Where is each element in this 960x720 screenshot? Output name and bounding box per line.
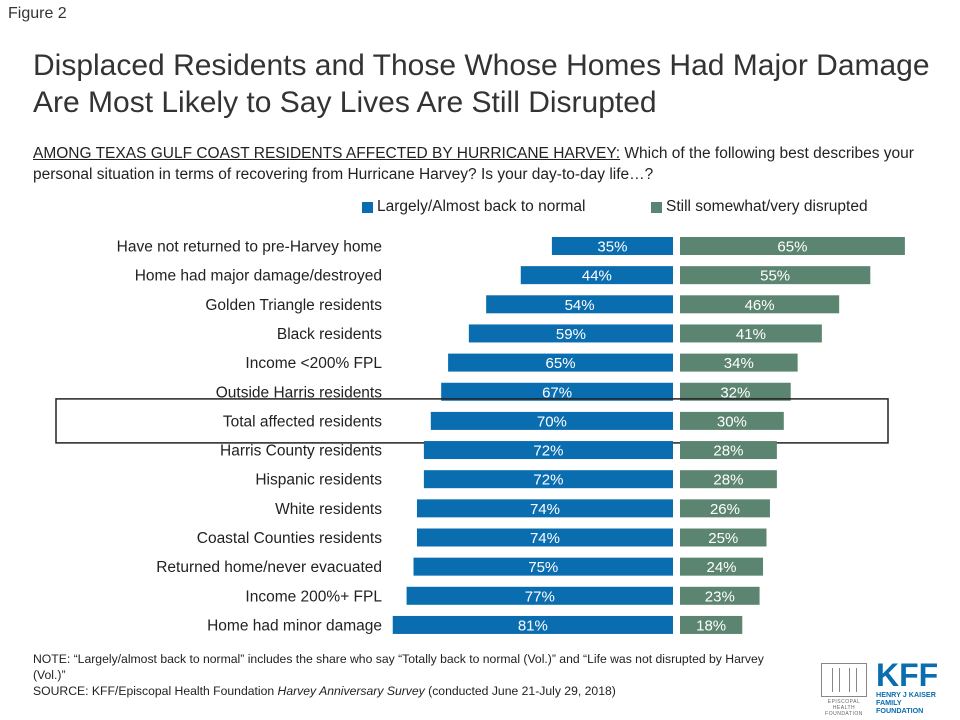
subtitle-underlined: AMONG TEXAS GULF COAST RESIDENTS AFFECTE…: [33, 145, 621, 162]
source-prefix: SOURCE: KFF/Episcopal Health Foundation: [33, 684, 278, 698]
bar-disrupted: [680, 382, 791, 401]
ehf-mark-icon: [821, 663, 867, 697]
bar-disrupted: [680, 470, 777, 489]
legend-swatch-disrupted: [651, 201, 662, 213]
bar-normal: [520, 266, 673, 285]
category-label: Returned home/never evacuated: [156, 559, 382, 576]
value-label-disrupted: 25%: [708, 530, 738, 547]
kff-wordmark: KFF: [876, 657, 939, 693]
category-label: Outside Harris residents: [216, 384, 383, 401]
value-label-normal: 81%: [518, 617, 548, 634]
bar-disrupted: [680, 295, 840, 314]
source-suffix: (conducted June 21-July 29, 2018): [424, 684, 616, 698]
chart-note: NOTE: “Largely/almost back to normal” in…: [33, 651, 793, 699]
bar-normal: [423, 441, 673, 460]
value-label-disrupted: 30%: [717, 413, 747, 430]
value-label-disrupted: 23%: [705, 588, 735, 605]
category-label: Home had minor damage: [207, 617, 382, 634]
bar-disrupted: [680, 441, 777, 460]
note-text: NOTE: “Largely/almost back to normal” in…: [33, 652, 764, 682]
chart-title: Displaced Residents and Those Whose Home…: [33, 49, 930, 119]
figure-label: Figure 2: [8, 5, 67, 22]
category-label: Income <200% FPL: [245, 355, 382, 372]
bar-normal: [413, 557, 673, 576]
bar-normal: [441, 382, 673, 401]
bar-disrupted: [680, 266, 871, 285]
source-text: SOURCE: KFF/Episcopal Health Foundation …: [33, 683, 793, 699]
legend-label-normal: Largely/Almost back to normal: [377, 198, 586, 215]
value-label-normal: 35%: [597, 239, 627, 256]
value-label-disrupted: 65%: [777, 239, 807, 256]
source-survey-name: Harvey Anniversary Survey: [277, 684, 425, 698]
kff-name-line1: HENRY J KAISER: [876, 690, 936, 699]
value-label-normal: 70%: [537, 413, 567, 430]
bar-normal: [448, 353, 673, 372]
kff-logo: KFF HENRY J KAISER FAMILY FOUNDATION: [876, 659, 948, 715]
bar-normal: [406, 586, 673, 605]
bar-disrupted: [680, 528, 767, 547]
legend-item-disrupted: Still somewhat/very disrupted: [651, 198, 868, 216]
value-label-disrupted: 34%: [724, 355, 754, 372]
episcopal-health-foundation-logo: EPISCOPAL HEALTH FOUNDATION: [816, 663, 872, 717]
value-label-normal: 54%: [565, 297, 595, 314]
category-label: White residents: [275, 501, 382, 518]
bar-normal: [551, 237, 673, 255]
category-label: Black residents: [277, 326, 382, 343]
value-label-disrupted: 28%: [713, 443, 743, 460]
bar-disrupted: [680, 586, 760, 605]
bar-disrupted: [680, 237, 905, 255]
value-label-normal: 74%: [530, 501, 560, 518]
value-label-normal: 77%: [525, 588, 555, 605]
value-label-normal: 75%: [528, 559, 558, 576]
bar-disrupted: [680, 615, 743, 634]
value-label-disrupted: 24%: [707, 559, 737, 576]
value-label-normal: 59%: [556, 326, 586, 343]
bar-disrupted: [680, 411, 784, 430]
value-label-disrupted: 55%: [760, 268, 790, 285]
subtitle-question: Which of the following best describes yo…: [33, 145, 914, 183]
bar-disrupted: [680, 557, 764, 576]
value-label-disrupted: 26%: [710, 501, 740, 518]
bar-normal: [416, 499, 673, 518]
legend-swatch-normal: [362, 201, 373, 213]
value-label-disrupted: 28%: [713, 472, 743, 489]
bar-disrupted: [680, 499, 770, 518]
bar-disrupted: [680, 324, 822, 343]
value-label-disrupted: 46%: [745, 297, 775, 314]
chart-subtitle: AMONG TEXAS GULF COAST RESIDENTS AFFECTE…: [33, 143, 933, 185]
value-label-disrupted: 41%: [736, 326, 766, 343]
category-label: Income 200%+ FPL: [245, 588, 382, 605]
ehf-text: EPISCOPAL HEALTH FOUNDATION: [825, 699, 863, 717]
value-label-normal: 74%: [530, 530, 560, 547]
category-label: Harris County residents: [220, 443, 382, 460]
bar-disrupted: [680, 353, 798, 372]
legend-item-normal: Largely/Almost back to normal: [362, 198, 585, 216]
value-label-normal: 72%: [533, 443, 563, 460]
bar-normal: [430, 411, 673, 430]
value-label-normal: 65%: [546, 355, 576, 372]
category-label: Have not returned to pre-Harvey home: [117, 239, 382, 256]
value-label-normal: 67%: [542, 384, 572, 401]
kff-name-line2: FAMILY FOUNDATION: [876, 698, 924, 715]
bar-normal: [423, 470, 673, 489]
bar-normal: [486, 295, 673, 314]
value-label-disrupted: 18%: [696, 617, 726, 634]
category-label: Home had major damage/destroyed: [135, 268, 382, 285]
value-label-normal: 72%: [533, 472, 563, 489]
bar-normal: [392, 615, 673, 634]
category-label: Hispanic residents: [255, 472, 382, 489]
bar-normal: [416, 528, 673, 547]
category-label: Golden Triangle residents: [205, 297, 382, 314]
category-label: Coastal Counties residents: [197, 530, 382, 547]
category-label: Total affected residents: [223, 413, 382, 430]
value-label-normal: 44%: [582, 268, 612, 285]
legend-label-disrupted: Still somewhat/very disrupted: [666, 198, 868, 215]
value-label-disrupted: 32%: [720, 384, 750, 401]
bar-normal: [468, 324, 673, 343]
